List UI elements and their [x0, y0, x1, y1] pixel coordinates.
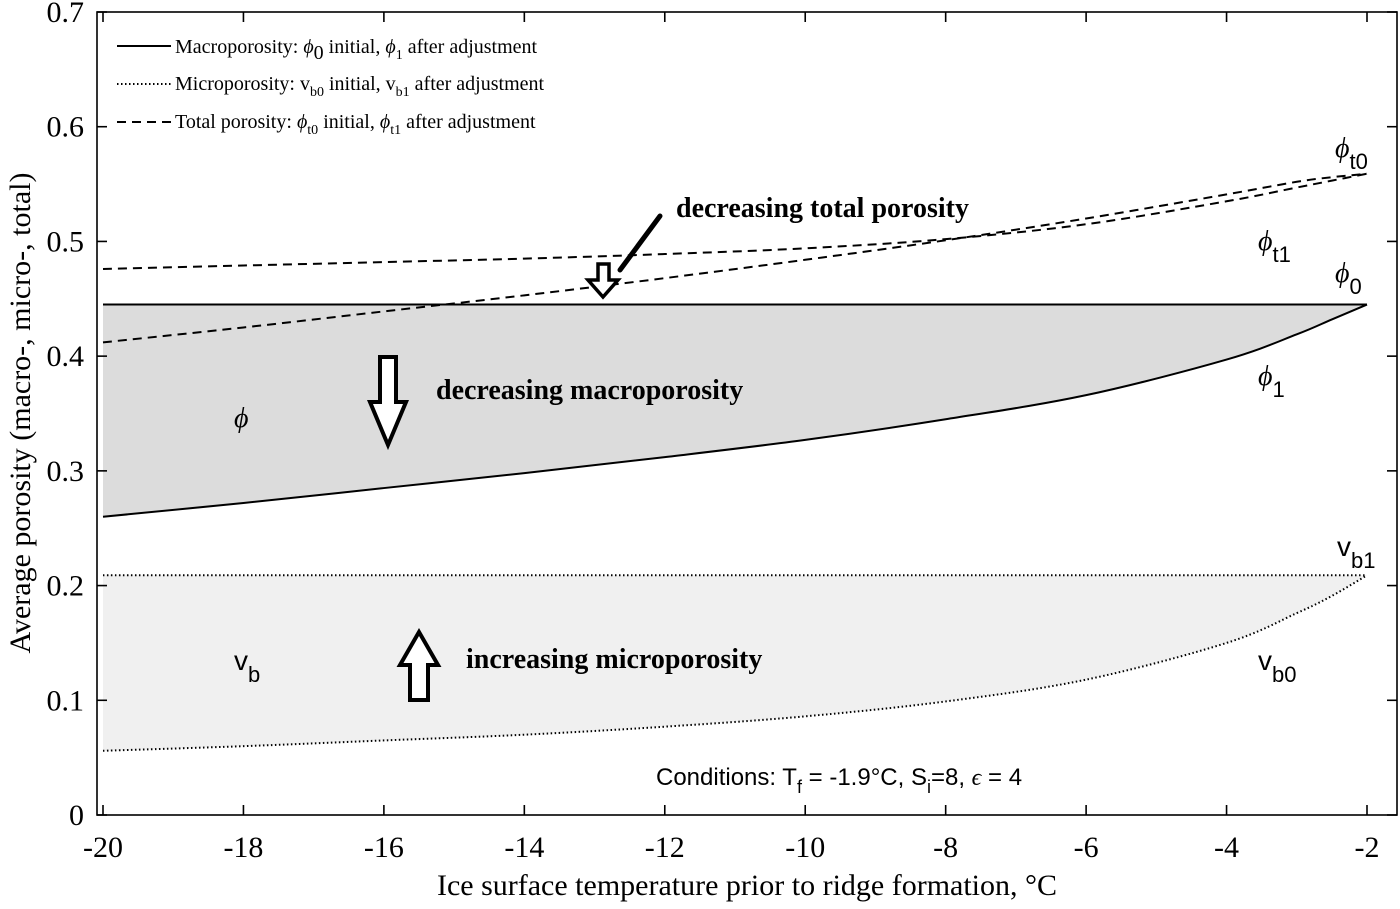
label-phi-0: ϕ0 [1335, 258, 1362, 299]
region-label-vb: vb [234, 645, 260, 687]
y-tick-label: 0.6 [47, 111, 85, 144]
pointer-line [617, 213, 663, 273]
annotation-decreasing-macroporosity: decreasing macroporosity [436, 375, 743, 406]
conditions-text: Conditions: Tf = -1.9°C, Si=8, ϵ = 4 [656, 764, 1022, 797]
x-tick-label: -20 [83, 831, 123, 864]
shaded-regions [103, 304, 1367, 751]
y-axis-label: Average porosity (macro-, micro-, total) [4, 173, 37, 654]
legend: Macroporosity: ϕ0 initial, ϕ1 after adju… [117, 36, 545, 138]
x-tick-label: -14 [504, 831, 544, 864]
legend-entry-microporosity: Microporosity: vb0 initial, vb1 after ad… [175, 73, 545, 100]
x-tick-label: -16 [364, 831, 404, 864]
annotation-decreasing-total-porosity: decreasing total porosity [676, 193, 969, 224]
x-tick-label: -12 [645, 831, 685, 864]
label-phi-1: ϕ1 [1258, 361, 1285, 402]
label-phi-t0: ϕt0 [1335, 133, 1368, 174]
x-tick-label: -10 [785, 831, 825, 864]
arrow-down-macro [366, 355, 410, 451]
label-vb1: vb1 [1337, 531, 1375, 573]
x-tick-label: -2 [1355, 831, 1380, 864]
axis-ticks: -20 -18 -16 -14 -12 -10 -8 -6 -4 -200.10.20.30.40… [47, 0, 1397, 864]
series-line-phit1 [102, 172, 1368, 344]
shaded-region-vb1-vb0 [103, 575, 1367, 751]
label-vb0: vb0 [1258, 645, 1296, 687]
x-tick-label: -6 [1074, 831, 1099, 864]
y-tick-label: 0.1 [47, 684, 85, 717]
region-label-phi: ϕ [234, 403, 249, 434]
y-tick-label: 0 [69, 799, 84, 832]
y-tick-label: 0.5 [47, 225, 85, 258]
x-tick-label: -18 [223, 831, 263, 864]
arrow-up-micro [396, 627, 442, 702]
x-tick-label: -8 [933, 831, 958, 864]
plot-area-frame [96, 11, 1398, 816]
y-tick-label: 0.4 [47, 340, 85, 373]
arrow-down-total [584, 262, 622, 300]
y-tick-label: 0.2 [47, 570, 85, 603]
label-phi-t1: ϕt1 [1258, 226, 1291, 267]
y-tick-label: 0.7 [47, 0, 85, 29]
series-line-phit0 [102, 172, 1368, 270]
legend-entry-total-porosity: Total porosity: ϕt0 initial, ϕt1 after a… [175, 111, 536, 138]
shaded-region-phi0-phi1 [103, 304, 1367, 517]
series-lines [102, 172, 1368, 752]
x-axis-label: Ice surface temperature prior to ridge f… [437, 869, 1057, 902]
legend-entry-macroporosity: Macroporosity: ϕ0 initial, ϕ1 after adju… [175, 36, 538, 64]
x-tick-label: -4 [1214, 831, 1239, 864]
series-line-phi1 [102, 303, 1368, 518]
annotation-increasing-microporosity: increasing microporosity [466, 644, 762, 675]
y-tick-label: 0.3 [47, 455, 85, 488]
